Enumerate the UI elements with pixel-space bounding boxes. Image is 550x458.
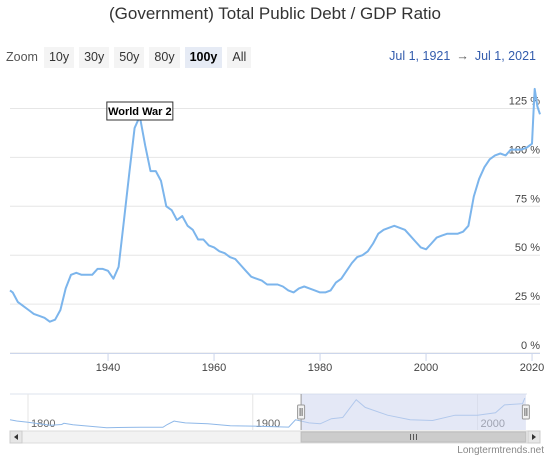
x-tick-label: 1940	[96, 362, 120, 374]
annotation-box	[106, 101, 174, 121]
y-tick-label: 0 %	[521, 340, 540, 352]
y-tick-label: 75 %	[515, 193, 540, 205]
y-tick-label: 25 %	[515, 291, 540, 303]
range-from[interactable]: Jul 1, 1921	[389, 49, 451, 63]
navigator-selection[interactable]	[301, 394, 526, 430]
scroll-left-arrow-icon	[14, 434, 18, 440]
navigator-left-handle[interactable]	[297, 404, 306, 420]
navigator-right-handle[interactable]	[521, 404, 530, 420]
x-tick-label: 2020	[520, 362, 544, 374]
date-range: Jul 1, 1921 → Jul 1, 2021	[389, 49, 536, 63]
annotation-label: World War 2	[108, 106, 172, 118]
navigator-tick-label: 1900	[256, 418, 280, 430]
zoom-all-button[interactable]: All	[227, 46, 252, 68]
x-tick-label: 2000	[414, 362, 438, 374]
range-to[interactable]: Jul 1, 2021	[474, 49, 536, 63]
zoom-bar: Zoom 10y 30y 50y 80y 100y All	[6, 46, 256, 68]
credit-text: Longtermtrends.net	[457, 445, 544, 456]
y-tick-label: 125 %	[509, 95, 540, 107]
y-tick-label: 100 %	[509, 144, 540, 156]
zoom-50y-button[interactable]: 50y	[114, 46, 145, 68]
range-arrow: →	[456, 49, 469, 63]
zoom-80y-button[interactable]: 80y	[149, 46, 180, 68]
debt-gdp-line	[9, 87, 541, 323]
scroll-right-arrow-icon	[532, 434, 536, 440]
x-tick-label: 1960	[202, 362, 226, 374]
x-tick-label: 1980	[308, 362, 332, 374]
zoom-30y-button[interactable]: 30y	[79, 46, 110, 68]
zoom-label: Zoom	[6, 50, 38, 64]
zoom-10y-button[interactable]: 10y	[43, 46, 75, 68]
chart-title: (Government) Total Public Debt / GDP Rat…	[109, 4, 441, 23]
zoom-100y-button[interactable]: 100y	[184, 46, 223, 68]
y-tick-label: 50 %	[515, 242, 540, 254]
